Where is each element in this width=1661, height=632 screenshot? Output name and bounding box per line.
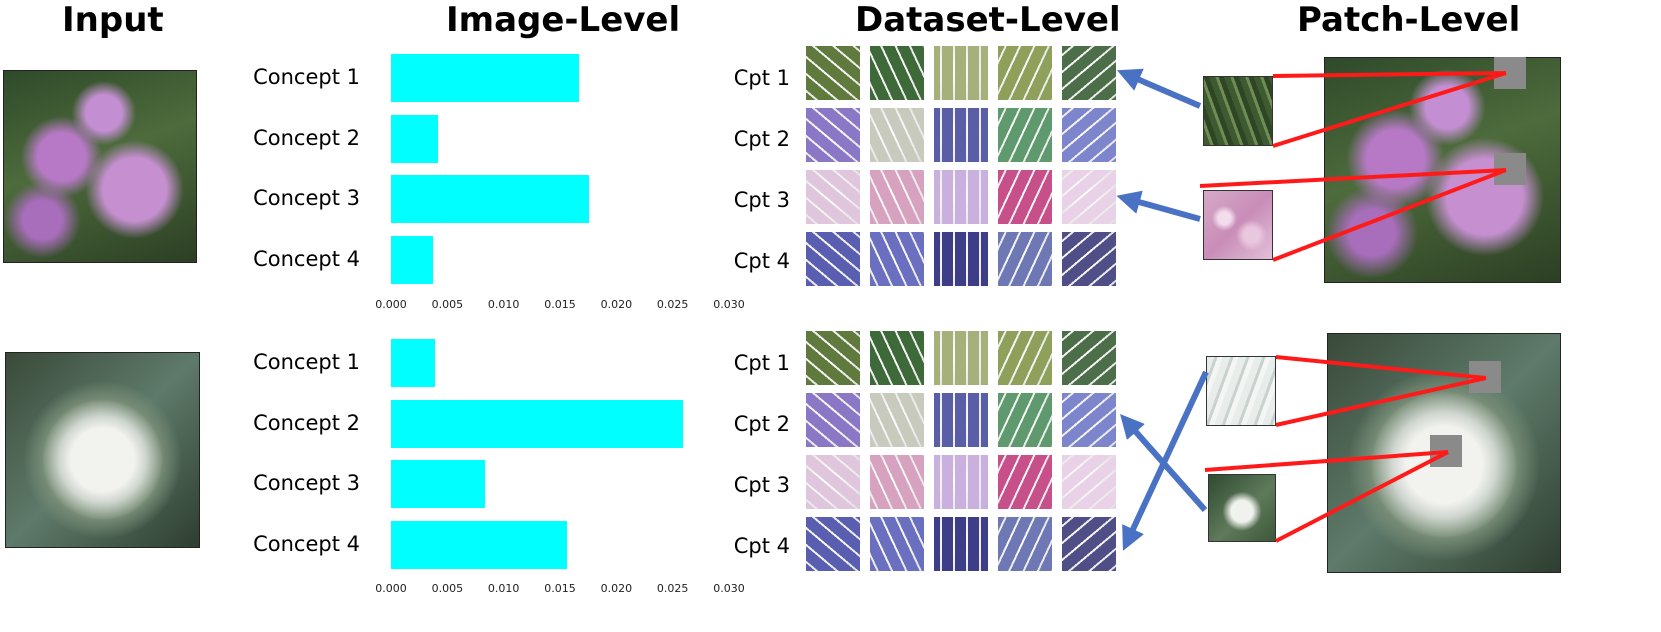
- x-tick-label: 0.020: [600, 582, 633, 595]
- concept-prototype-thumbnail: [870, 331, 924, 385]
- x-tick-label: 0.030: [713, 298, 745, 311]
- concept-prototype-thumbnail: [870, 232, 924, 286]
- blue-arrow: [1120, 414, 1208, 512]
- header-input: Input: [62, 0, 164, 40]
- concept-prototype-thumbnail: [934, 232, 988, 286]
- concept-prototype-thumbnail: [934, 108, 988, 162]
- concept-prototype-thumbnail: [998, 455, 1052, 509]
- header-dataset-level: Dataset-Level: [855, 0, 1121, 40]
- concept-prototype-thumbnail: [998, 517, 1052, 571]
- x-tick-label: 0.010: [487, 298, 520, 311]
- importance-bar: [391, 460, 485, 508]
- x-tick-label: 0.015: [544, 582, 576, 595]
- concept-prototype-thumbnail: [998, 331, 1052, 385]
- input-image-flower-2: [5, 352, 200, 548]
- concept-prototype-thumbnail: [870, 393, 924, 447]
- x-tick-label: 0.020: [600, 298, 633, 311]
- bar-category-label: Concept 4: [253, 246, 360, 271]
- concept-prototype-thumbnail: [934, 170, 988, 224]
- concept-prototype-thumbnail: [870, 455, 924, 509]
- concept-prototype-thumbnail: [1062, 455, 1116, 509]
- concept-prototype-thumbnail: [806, 46, 860, 100]
- patch-zoom-white-green: [1208, 474, 1276, 542]
- concept-prototype-thumbnail: [1062, 517, 1116, 571]
- concept-label: Cpt 3: [733, 473, 790, 497]
- x-tick-label: 0.005: [431, 298, 464, 311]
- concept-prototype-thumbnail: [1062, 108, 1116, 162]
- importance-bar: [391, 399, 683, 448]
- bar-category-label: Concept 2: [253, 125, 360, 150]
- concept-prototype-thumbnail: [870, 108, 924, 162]
- patch-marker: [1469, 361, 1501, 393]
- patch-marker: [1494, 57, 1526, 89]
- bar-category-label: Concept 3: [253, 186, 360, 210]
- concept-prototype-thumbnail: [806, 331, 860, 385]
- concept-prototype-thumbnail: [998, 232, 1052, 286]
- importance-bar: [391, 175, 590, 223]
- concept-prototype-thumbnail: [806, 108, 860, 162]
- x-tick-label: 0.015: [544, 298, 576, 311]
- x-tick-label: 0.000: [375, 298, 407, 311]
- concept-prototype-thumbnail: [806, 455, 860, 509]
- x-tick-label: 0.000: [375, 582, 407, 595]
- patch-marker: [1494, 153, 1526, 185]
- importance-bar: [391, 54, 580, 102]
- bar-category-label: Concept 4: [253, 531, 360, 556]
- patch-zoom-leaf: [1203, 76, 1273, 146]
- patch-marker: [1430, 435, 1462, 467]
- concept-prototype-thumbnail: [998, 170, 1052, 224]
- concept-prototype-thumbnail: [870, 517, 924, 571]
- importance-bar: [391, 235, 433, 284]
- patch-zoom-petal: [1203, 190, 1273, 260]
- x-tick-label: 0.025: [656, 582, 689, 595]
- concept-prototype-thumbnail: [806, 232, 860, 286]
- bar-category-label: Concept 1: [253, 350, 360, 374]
- concept-prototype-thumbnail: [934, 455, 988, 509]
- concept-prototype-thumbnail: [1062, 331, 1116, 385]
- concept-prototype-thumbnail: [934, 393, 988, 447]
- concept-label: Cpt 4: [733, 534, 790, 558]
- concept-prototype-thumbnail: [806, 170, 860, 224]
- concept-prototype-thumbnail: [934, 46, 988, 100]
- concept-label: Cpt 2: [733, 127, 790, 151]
- input-image-flower-1: [3, 70, 197, 263]
- concept-prototype-thumbnail: [998, 393, 1052, 447]
- concept-prototype-thumbnail: [934, 517, 988, 571]
- concept-label: Cpt 4: [733, 249, 790, 273]
- patch-zoom-white-petal: [1206, 356, 1276, 426]
- concept-prototype-thumbnail: [806, 393, 860, 447]
- x-tick-label: 0.005: [431, 582, 464, 595]
- importance-bar: [391, 339, 435, 387]
- bar-category-label: Concept 2: [253, 410, 360, 435]
- x-tick-label: 0.025: [656, 298, 689, 311]
- importance-bar: [391, 114, 439, 163]
- header-patch-level: Patch-Level: [1297, 0, 1521, 40]
- blue-arrow: [1116, 68, 1202, 109]
- concept-prototype-thumbnail: [870, 46, 924, 100]
- concept-prototype-thumbnail: [806, 517, 860, 571]
- concept-prototype-thumbnail: [1062, 393, 1116, 447]
- concept-label: Cpt 2: [733, 412, 790, 436]
- concept-label: Cpt 1: [733, 351, 790, 375]
- x-tick-label: 0.030: [713, 582, 745, 595]
- concept-prototype-thumbnail: [1062, 170, 1116, 224]
- x-tick-label: 0.010: [487, 582, 520, 595]
- concept-prototype-thumbnail: [1062, 232, 1116, 286]
- concept-prototype-thumbnail: [870, 170, 924, 224]
- bar-category-label: Concept 1: [253, 65, 360, 89]
- concept-label: Cpt 3: [733, 188, 790, 212]
- blue-arrow: [1122, 370, 1209, 551]
- concept-prototype-thumbnail: [998, 46, 1052, 100]
- importance-bar: [391, 520, 567, 569]
- concept-label: Cpt 1: [733, 66, 790, 90]
- blue-arrow: [1116, 190, 1201, 222]
- bar-category-label: Concept 3: [253, 471, 360, 495]
- header-image-level: Image-Level: [446, 0, 681, 40]
- concept-prototype-thumbnail: [934, 331, 988, 385]
- concept-prototype-thumbnail: [1062, 46, 1116, 100]
- concept-prototype-thumbnail: [998, 108, 1052, 162]
